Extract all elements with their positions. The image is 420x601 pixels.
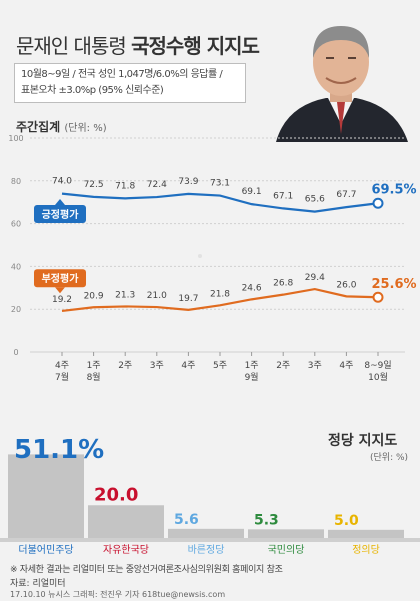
party-bar-group: 5.0 정의당 <box>328 513 404 556</box>
x-tick-month: 9월 <box>245 371 259 383</box>
y-tick-label: 60 <box>11 220 21 229</box>
party-bar-chart: 51.1% 더불어민주당 20.0 자유한국당 5.6 바른정당 5.3 국민의당 5.0 정의당 <box>0 435 420 556</box>
data-label: 20.9 <box>84 291 104 301</box>
data-label: 67.1 <box>273 191 293 201</box>
y-tick-label: 20 <box>11 305 21 314</box>
party-name: 국민의당 <box>268 544 305 556</box>
survey-note-line2: 표본오차 ±3.0%p (95% 신뢰수준) <box>21 85 164 96</box>
party-value-label: 20.0 <box>94 484 138 505</box>
weekly-label: 주간집계 (단위: %) <box>16 118 107 135</box>
party-bar <box>8 454 84 538</box>
data-label: 72.5 <box>84 180 104 190</box>
party-baseline <box>0 538 420 542</box>
data-label: 21.3 <box>115 290 135 300</box>
x-tick-month: 10월 <box>368 371 388 383</box>
data-label: 26.0 <box>336 280 356 290</box>
party-chart-title: 정당 지지도 <box>328 433 398 449</box>
series-negative: 19.2 20.9 21.3 21.0 19.7 21.8 24.6 26.8 29.4 26.0… <box>34 269 417 313</box>
x-tick-month: 8월 <box>87 371 101 383</box>
x-tick-label: 2주 <box>276 360 290 371</box>
x-tick-label: 1주 <box>87 360 101 371</box>
y-tick-label: 100 <box>8 134 23 143</box>
survey-note: 10월8~9일 / 전국 성인 1,047명/6.0%의 응답률 / 표본오차 … <box>14 63 246 103</box>
y-tick-label: 40 <box>11 262 21 271</box>
series-line <box>61 287 379 313</box>
x-tick-label: 4주 <box>55 360 69 371</box>
data-label: 21.0 <box>147 291 167 301</box>
data-label: 26.8 <box>273 279 293 289</box>
x-tick-label: 1주 <box>245 360 259 371</box>
party-support-section: 51.1% 더불어민주당 20.0 자유한국당 5.6 바른정당 5.3 국민의당 5.0 정의당… <box>0 420 420 560</box>
party-name: 자유한국당 <box>103 544 149 556</box>
weekly-label-text: 주간집계 <box>16 120 61 134</box>
series-badge-pointer <box>55 287 65 294</box>
data-label: 21.8 <box>210 289 230 299</box>
x-tick-label: 2주 <box>118 360 132 371</box>
series-badge-pointer <box>55 199 65 206</box>
data-label: 19.2 <box>52 295 72 305</box>
party-name: 바른정당 <box>188 544 225 556</box>
grid-lines <box>30 137 405 353</box>
data-point-end <box>372 197 384 209</box>
x-tick-label: 8~9일 <box>364 360 391 371</box>
approval-line-chart: 0 20 40 60 80 100 74.0 72.5 71.8 72.4 73.9 73.1 69.… <box>8 134 417 383</box>
party-bar-group: 51.1% 더불어민주당 <box>8 435 104 556</box>
survey-note-line1: 10월8~9일 / 전국 성인 1,047명/6.0%의 응답률 / <box>21 69 223 80</box>
y-tick-label: 80 <box>11 177 21 186</box>
x-tick-month: 7월 <box>55 371 69 383</box>
data-label: 72.4 <box>147 180 167 190</box>
series-badge <box>34 205 86 224</box>
credit: 17.10.10 뉴시스 그래픽: 전진우 기자 618tue@newsis.c… <box>10 590 226 599</box>
party-bar-group: 20.0 자유한국당 <box>88 484 164 556</box>
data-label: 65.6 <box>305 195 325 205</box>
data-label: 73.1 <box>210 179 230 189</box>
president-portrait <box>266 14 416 142</box>
party-name: 더불어민주당 <box>18 544 73 556</box>
party-bar <box>328 529 404 538</box>
watermark <box>198 254 202 258</box>
x-tick-label: 5주 <box>213 360 227 371</box>
party-value-label: 51.1% <box>14 435 104 465</box>
source: 자료: 리얼미터 <box>10 579 66 589</box>
party-bar-group: 5.6 바른정당 <box>168 512 244 556</box>
series-positive: 74.0 72.5 71.8 72.4 73.9 73.1 69.1 67.1 65.6 67.7… <box>34 177 417 224</box>
y-tick-label: 0 <box>13 348 18 357</box>
y-ticks: 0 20 40 60 80 100 <box>8 134 23 357</box>
x-tick-label: 4주 <box>339 360 353 371</box>
x-tick-label: 3주 <box>150 360 164 371</box>
data-label: 69.5% <box>371 182 416 197</box>
data-label: 69.1 <box>242 187 262 197</box>
data-label: 71.8 <box>115 181 135 191</box>
x-tick-label: 4주 <box>181 360 195 371</box>
x-tick-label: 3주 <box>308 360 322 371</box>
party-bar-group: 5.3 국민의당 <box>248 512 324 556</box>
data-label: 73.9 <box>178 177 198 187</box>
data-label: 19.7 <box>178 294 198 304</box>
weekly-unit: (단위: %) <box>64 123 107 134</box>
party-value-label: 5.6 <box>174 512 199 528</box>
data-label: 74.0 <box>52 177 72 187</box>
party-bar <box>248 529 324 538</box>
party-name: 정의당 <box>352 544 380 556</box>
series-line <box>61 192 379 213</box>
party-bar <box>168 528 244 538</box>
party-chart-unit: (단위: %) <box>370 453 409 463</box>
data-point-end <box>372 291 384 303</box>
data-label: 29.4 <box>305 273 325 283</box>
title-bold: 국정수행 지지도 <box>131 34 260 58</box>
data-label: 25.6% <box>371 277 416 292</box>
data-label: 24.6 <box>242 283 262 293</box>
page-title: 문재인 대통령 국정수행 지지도 <box>16 30 260 59</box>
data-label: 67.7 <box>336 190 356 200</box>
party-value-label: 5.3 <box>254 512 279 528</box>
footnote: ※ 자세한 결과는 리얼미터 또는 중앙선거여론조사심의위원회 홈페이지 참조 <box>10 565 283 575</box>
series-name: 긍정평가 <box>42 208 80 221</box>
series-name: 부정평가 <box>42 272 80 285</box>
title-normal: 문재인 대통령 <box>16 34 127 58</box>
series-badge <box>34 269 86 288</box>
party-value-label: 5.0 <box>334 513 359 529</box>
party-bar <box>88 505 164 538</box>
series-layer: 74.0 72.5 71.8 72.4 73.9 73.1 69.1 67.1 65.6 67.7… <box>34 177 417 313</box>
